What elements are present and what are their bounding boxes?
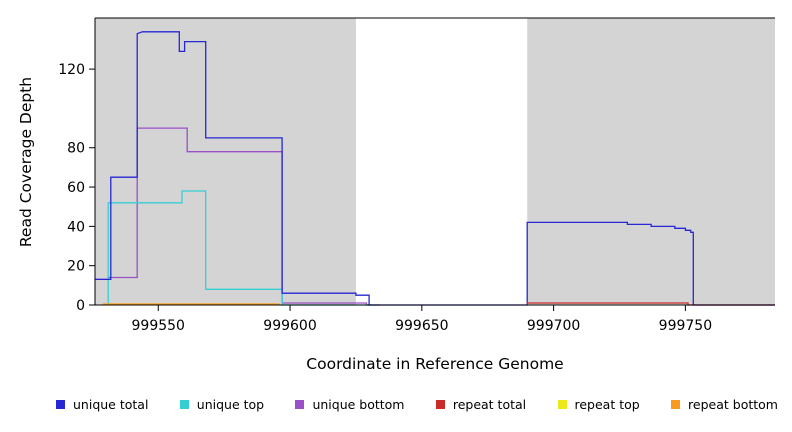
- repeat-bottom-swatch-icon: [671, 400, 681, 409]
- shaded-region: [527, 18, 775, 305]
- legend-label: repeat top: [574, 397, 640, 412]
- y-tick-label: 40: [67, 219, 85, 235]
- legend-item-repeat-top: repeat top: [557, 397, 640, 412]
- legend-item-repeat-total: repeat total: [435, 397, 527, 412]
- legend-item-unique-total: unique total: [56, 397, 148, 412]
- x-tick-label: 999650: [395, 318, 448, 334]
- unique-top-swatch-icon: [179, 400, 189, 409]
- series-line-unique-top: [107, 190, 375, 306]
- unique-total-swatch-icon: [56, 400, 65, 409]
- unique-bottom-swatch-icon: [295, 400, 305, 409]
- series-line-unique-total: [95, 31, 775, 306]
- x-tick-label: 999550: [132, 318, 185, 334]
- x-tick-label: 999600: [263, 318, 316, 334]
- y-tick-label: 80: [67, 141, 85, 157]
- y-tick-label: 120: [58, 62, 85, 78]
- legend-label: repeat bottom: [688, 397, 778, 412]
- legend-label: unique bottom: [312, 397, 405, 412]
- legend-label: unique total: [73, 397, 149, 412]
- y-tick-label: 0: [76, 298, 85, 314]
- plot-area: Coordinate in Reference Genome Read Cove…: [17, 17, 775, 373]
- legend: unique total unique top unique bottom re…: [0, 397, 792, 412]
- legend-label: repeat total: [452, 397, 527, 412]
- legend-item-unique-bottom: unique bottom: [295, 397, 405, 412]
- shaded-region: [95, 18, 356, 305]
- x-axis-title: Coordinate in Reference Genome: [306, 355, 563, 373]
- legend-item-unique-top: unique top: [179, 397, 265, 412]
- legend-label: unique top: [196, 397, 265, 412]
- x-tick-label: 999750: [659, 318, 712, 334]
- repeat-total-swatch-icon: [435, 400, 445, 409]
- x-tick-label: 999700: [527, 318, 580, 334]
- y-tick-label: 20: [67, 259, 85, 275]
- legend-item-repeat-bottom: repeat bottom: [671, 397, 778, 412]
- y-tick-label: 60: [67, 180, 85, 196]
- repeat-top-swatch-icon: [557, 400, 567, 409]
- y-axis-title: Read Coverage Depth: [17, 77, 35, 247]
